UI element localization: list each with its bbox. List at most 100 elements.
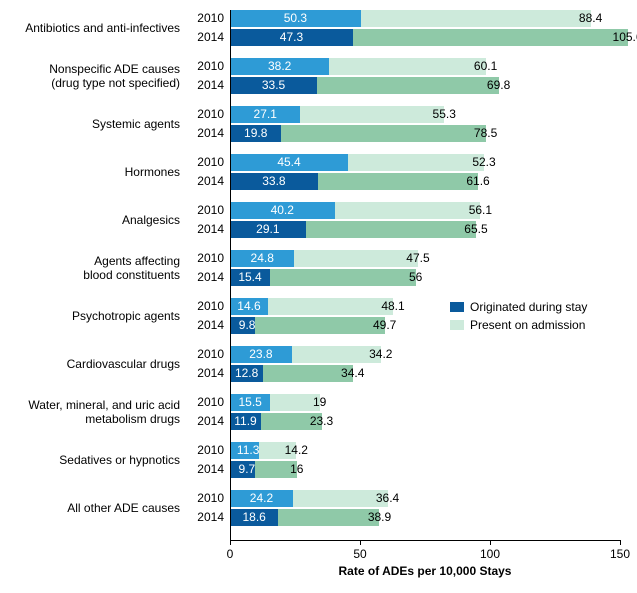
category-label: Agents affectingblood constituents [0,250,180,286]
x-tick [360,540,361,545]
bar-segment [230,202,335,219]
category-label-line: blood constituents [0,268,180,282]
category-label: Water, mineral, and uric acidmetabolism … [0,394,180,430]
bar-segment [329,58,485,75]
x-axis-title: Rate of ADEs per 10,000 Stays [230,564,620,578]
bar-segment [259,442,296,459]
category-label: Psychotropic agents [0,298,180,334]
bar-segment [255,317,384,334]
legend-swatch [450,320,464,330]
year-label: 2010 [186,346,224,363]
year-label: 2010 [186,154,224,171]
category-label: Analgesics [0,202,180,238]
category-label: Hormones [0,154,180,190]
bar-segment [230,298,268,315]
bar-segment [230,317,255,334]
category-label: Systemic agents [0,106,180,142]
bar-segment [230,346,292,363]
category-label-line: All other ADE causes [0,501,180,515]
year-label: 2010 [186,298,224,315]
category-label-line: Nonspecific ADE causes [0,62,180,76]
legend-item: Originated during stay [450,300,587,314]
x-tick [230,540,231,545]
bar-segment [230,365,263,382]
bar-segment [230,58,329,75]
year-label: 2010 [186,106,224,123]
bar-segment [230,461,255,478]
category-label-line: Hormones [0,165,180,179]
category-label: Cardiovascular drugs [0,346,180,382]
bar-segment [230,442,259,459]
bar-segment [263,365,352,382]
bar-segment [230,413,261,430]
category-label: Sedatives or hypnotics [0,442,180,478]
x-tick [620,540,621,545]
category-label-line: Antibiotics and anti-infectives [0,21,180,35]
year-label: 2014 [186,77,224,94]
year-label: 2014 [186,509,224,526]
year-label: 2014 [186,173,224,190]
year-label: 2014 [186,125,224,142]
bar-segment [361,10,591,27]
x-tick [490,540,491,545]
y-axis-line [230,10,231,540]
x-tick-label: 100 [480,547,500,561]
bar-segment [281,125,485,142]
year-label: 2014 [186,413,224,430]
x-axis-line [230,540,620,541]
chart-container: 50.388.447.3105.638.260.133.569.827.155.… [0,0,637,593]
category-label-line: Systemic agents [0,117,180,131]
year-label: 2010 [186,10,224,27]
year-label: 2010 [186,394,224,411]
year-label: 2010 [186,442,224,459]
year-label: 2014 [186,29,224,46]
x-tick-label: 0 [227,547,234,561]
x-tick-label: 50 [353,547,366,561]
year-label: 2010 [186,58,224,75]
bar-segment [230,125,281,142]
bar-segment [230,10,361,27]
category-label: All other ADE causes [0,490,180,526]
category-label: Antibiotics and anti-infectives [0,10,180,46]
bar-segment [230,154,348,171]
bar-segment [230,269,270,286]
bar-segment [255,461,297,478]
bar-segment [292,346,381,363]
bar-segment [294,250,418,267]
bar-segment [335,202,481,219]
bar-segment [230,509,278,526]
legend-label: Present on admission [470,318,585,332]
bar-segment [270,269,416,286]
bar-segment [230,490,293,507]
category-label-line: (drug type not specified) [0,76,180,90]
bar-segment [293,490,388,507]
bar-segment [230,173,318,190]
x-tick-label: 150 [610,547,630,561]
bar-segment [353,29,628,46]
bar-segment [270,394,319,411]
plot-area: 50.388.447.3105.638.260.133.569.827.155.… [230,10,620,540]
bar-segment [230,394,270,411]
category-label-line: Agents affecting [0,254,180,268]
year-label: 2010 [186,250,224,267]
year-label: 2014 [186,365,224,382]
bar-segment [230,106,300,123]
bar-segment [230,221,306,238]
year-label: 2010 [186,202,224,219]
bar-segment [300,106,444,123]
bar-segment [348,154,484,171]
category-label-line: Analgesics [0,213,180,227]
year-label: 2014 [186,461,224,478]
bar-segment [278,509,379,526]
legend-swatch [450,302,464,312]
category-label-line: Psychotropic agents [0,309,180,323]
category-label-line: metabolism drugs [0,412,180,426]
legend-item: Present on admission [450,318,587,332]
bar-segment [318,173,478,190]
year-label: 2014 [186,221,224,238]
bar-segment [230,77,317,94]
year-label: 2014 [186,317,224,334]
bar-segment [317,77,498,94]
legend: Originated during stay Present on admissi… [450,300,587,336]
year-label: 2014 [186,269,224,286]
